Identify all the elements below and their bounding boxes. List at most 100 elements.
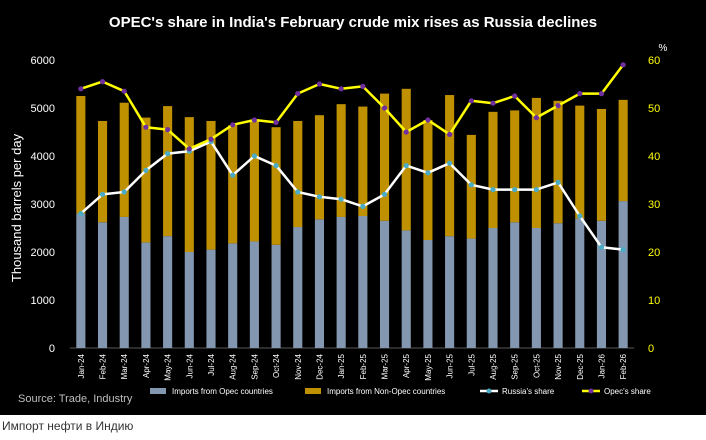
point-russia-May-24 <box>165 151 171 157</box>
bar-opec-Oct-24 <box>271 244 281 348</box>
legend-swatch-marker <box>588 388 594 394</box>
y-tick-labels: 0 1000 2000 3000 4000 5000 6000 <box>31 55 55 355</box>
legend-label: Russia's share <box>502 387 555 396</box>
point-opec-share-May-25 <box>425 117 431 123</box>
bar-opec-Sep-24 <box>249 241 259 348</box>
bar-non-opec-Feb-26 <box>618 99 628 202</box>
legend-swatch-marker <box>486 388 492 394</box>
line-russia <box>79 140 624 251</box>
y-tick-label: 0 <box>49 343 55 355</box>
bar-opec-Feb-25 <box>358 216 368 348</box>
bar-opec-Feb-26 <box>618 201 628 348</box>
point-opec-share-Sep-24 <box>251 117 257 123</box>
y2-tick-label: 30 <box>648 199 660 211</box>
point-opec-share-Oct-25 <box>533 115 539 121</box>
x-tick-label: May-25 <box>424 353 433 380</box>
bar-opec-Jun-24 <box>184 252 194 348</box>
x-tick-label: Nov-25 <box>554 353 563 379</box>
bar-non-opec-Dec-25 <box>575 105 585 219</box>
bar-opec-Jun-25 <box>445 236 455 348</box>
point-russia-Apr-24 <box>143 167 149 173</box>
x-tick-label: Jun-25 <box>446 353 455 378</box>
point-opec-share-Jan-24 <box>78 86 84 92</box>
y-tick-label: 4000 <box>31 151 55 163</box>
x-tick-label: Jan-24 <box>77 353 86 378</box>
x-tick-label: Oct-25 <box>532 353 541 378</box>
legend-swatch <box>150 388 166 394</box>
point-opec-share-Jan-26 <box>598 91 605 97</box>
x-tick-label: Jan-25 <box>337 353 346 378</box>
point-russia-Jan-26 <box>598 244 605 250</box>
y-tick-label: 6000 <box>31 55 55 67</box>
y-axis-label: Thousand barrels per day <box>9 133 24 282</box>
y2-tick-label: 10 <box>648 295 660 307</box>
bar-non-opec-Oct-24 <box>271 127 281 245</box>
point-russia-Mar-25 <box>381 191 388 197</box>
point-opec-share-Feb-24 <box>99 79 106 85</box>
point-opec-share-Dec-25 <box>577 91 583 97</box>
x-tick-label: Jun-24 <box>185 353 194 378</box>
y-tick-label: 1000 <box>31 295 55 307</box>
bar-opec-May-25 <box>423 240 433 348</box>
point-russia-Apr-25 <box>403 163 409 169</box>
point-opec-share-Apr-24 <box>143 124 149 130</box>
x-tick-label: Mar-24 <box>120 353 129 379</box>
bar-non-opec-Aug-24 <box>228 125 238 244</box>
point-russia-May-25 <box>425 170 431 176</box>
bar-non-opec-May-25 <box>423 120 433 240</box>
legend-label: Imports from Opec countries <box>172 387 273 396</box>
bar-non-opec-Jan-26 <box>596 108 607 221</box>
chart-svg: OPEC's share in India's February crude m… <box>9 14 668 405</box>
y2-tick-label: 60 <box>648 55 660 67</box>
legend: Imports from Opec countries Imports from … <box>150 387 651 396</box>
bar-non-opec-Mar-24 <box>119 102 129 217</box>
point-russia-Feb-25 <box>360 203 366 209</box>
point-opec-share-Feb-25 <box>360 83 366 89</box>
point-russia-Sep-25 <box>512 187 518 193</box>
point-russia-Jun-25 <box>447 160 453 166</box>
bar-non-opec-Mar-25 <box>379 93 390 221</box>
point-russia-Jul-25 <box>468 182 474 188</box>
bar-non-opec-Dec-24 <box>314 115 325 220</box>
x-tick-label: Jul-24 <box>207 353 216 375</box>
point-opec-share-Jun-24 <box>186 146 192 152</box>
bar-non-opec-Feb-25 <box>358 106 368 216</box>
bar-opec-Aug-24 <box>228 243 238 348</box>
point-russia-Nov-24 <box>295 189 301 195</box>
x-tick-label: Sep-24 <box>250 353 259 379</box>
bar-opec-Jul-25 <box>466 238 476 348</box>
point-russia-Sep-24 <box>251 153 257 159</box>
x-tick-label: Apr-24 <box>142 353 151 378</box>
y-tick-label: 2000 <box>31 247 55 259</box>
x-tick-label: Dec-24 <box>315 353 324 379</box>
point-russia-Aug-24 <box>230 172 236 178</box>
point-opec-share-Nov-24 <box>295 91 301 97</box>
y2-tick-label: 0 <box>648 343 654 355</box>
page-caption: Импорт нефти в Индию <box>2 419 134 433</box>
bar-opec-Jan-26 <box>596 220 607 348</box>
bar-non-opec-Nov-25 <box>553 100 563 224</box>
point-russia-Dec-25 <box>577 213 583 219</box>
y2-tick-label: 20 <box>648 247 660 259</box>
bar-non-opec-Nov-24 <box>293 120 303 228</box>
bar-opec-Apr-24 <box>141 242 151 348</box>
bar-opec-Mar-24 <box>119 216 129 348</box>
legend-label: Opec's share <box>604 387 651 396</box>
y2-tick-label: 40 <box>648 151 660 163</box>
bar-opec-Dec-24 <box>314 219 325 348</box>
x-tick-label: Feb-24 <box>99 353 108 379</box>
bar-non-opec-Jul-24 <box>206 120 216 250</box>
point-russia-Jan-24 <box>78 211 84 217</box>
point-russia-Oct-25 <box>533 187 539 193</box>
point-russia-Feb-26 <box>620 247 626 253</box>
bar-non-opec-Apr-25 <box>401 88 411 231</box>
bar-non-opec-Apr-24 <box>141 117 151 243</box>
x-tick-label: Sep-25 <box>511 353 520 379</box>
x-tick-label: Feb-26 <box>619 353 628 379</box>
point-opec-share-Aug-25 <box>490 100 496 106</box>
chart-frame: OPEC's share in India's February crude m… <box>0 0 706 415</box>
bar-opec-Apr-25 <box>401 230 411 348</box>
point-opec-share-Oct-24 <box>273 119 279 125</box>
bar-non-opec-Sep-25 <box>510 110 520 223</box>
point-russia-Dec-24 <box>316 194 323 200</box>
